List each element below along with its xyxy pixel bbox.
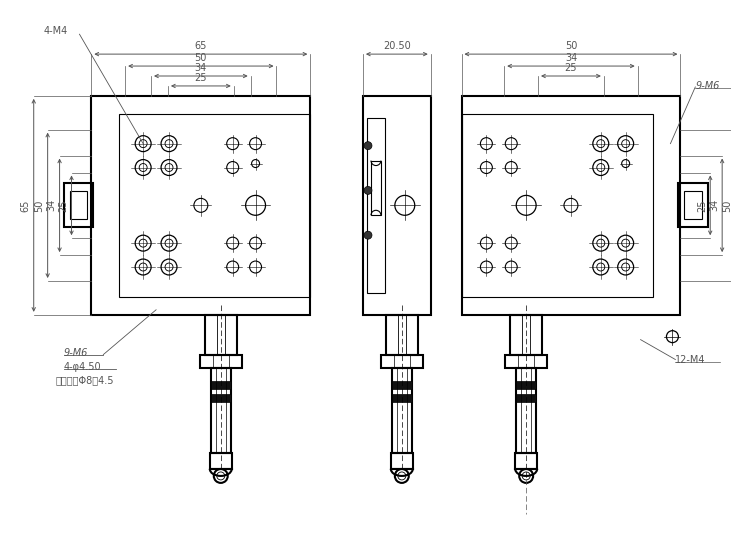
Bar [211, 381, 231, 389]
Bar [92, 96, 310, 315]
Bar [367, 118, 385, 293]
Text: 12-M4: 12-M4 [675, 355, 706, 365]
Bar [381, 355, 423, 368]
Bar [678, 184, 708, 227]
Bar [462, 96, 680, 315]
Text: 50: 50 [34, 199, 45, 212]
Circle shape [364, 141, 372, 150]
Bar [119, 114, 310, 297]
Bar [392, 368, 412, 453]
Text: 34: 34 [47, 199, 56, 212]
Bar [685, 191, 702, 219]
Bar [363, 96, 431, 315]
Bar [505, 355, 547, 368]
Bar [392, 394, 412, 402]
Text: 65: 65 [195, 41, 207, 51]
Bar [200, 355, 242, 368]
Text: 65: 65 [21, 199, 31, 212]
Bar [510, 315, 542, 355]
Text: 20.50: 20.50 [383, 41, 410, 51]
Text: 4-φ4.50: 4-φ4.50 [64, 361, 101, 372]
Text: 25: 25 [564, 63, 577, 73]
Text: 25: 25 [697, 199, 707, 212]
Bar [392, 381, 412, 389]
Bar [516, 381, 536, 389]
Bar [210, 453, 232, 469]
Bar [205, 315, 237, 355]
Bar [515, 453, 537, 469]
Bar [371, 160, 381, 215]
Text: 34: 34 [195, 63, 207, 73]
Bar [70, 191, 87, 219]
Text: 34: 34 [709, 199, 719, 212]
Text: 反面沉孔Φ8淴4.5: 反面沉孔Φ8淴4.5 [56, 375, 114, 386]
Text: 34: 34 [565, 53, 577, 63]
Bar [516, 394, 536, 402]
Text: 50: 50 [722, 199, 732, 212]
Bar [386, 315, 418, 355]
Bar [211, 368, 231, 453]
Text: 9-M6: 9-M6 [696, 81, 720, 91]
Bar [211, 394, 231, 402]
Bar [516, 368, 536, 453]
Circle shape [364, 231, 372, 239]
Text: 9-M6: 9-M6 [64, 348, 88, 357]
Circle shape [364, 186, 372, 194]
Text: 4-M4: 4-M4 [44, 26, 68, 36]
Text: 25: 25 [59, 199, 69, 212]
Bar [462, 114, 652, 297]
Bar [391, 453, 413, 469]
Text: 25: 25 [194, 73, 207, 83]
Text: 50: 50 [564, 41, 577, 51]
Text: 50: 50 [195, 53, 207, 63]
Bar [64, 184, 93, 227]
